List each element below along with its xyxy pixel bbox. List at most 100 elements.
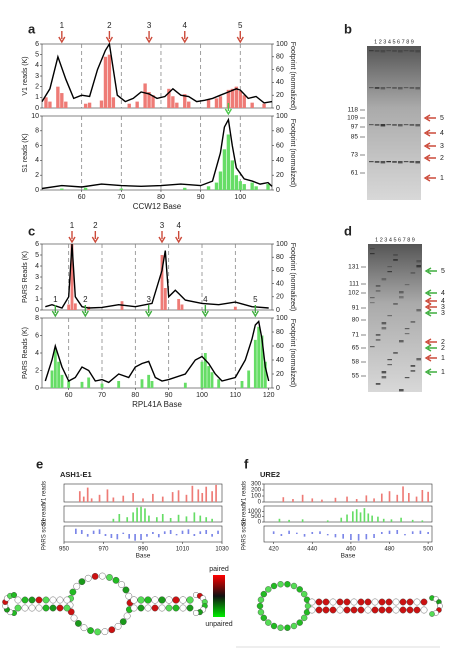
y2-tick-label: 0 xyxy=(276,105,280,112)
x-axis-label: Base xyxy=(341,553,356,560)
gel-band xyxy=(415,124,420,127)
gel-arrow-label: 3 xyxy=(441,304,445,311)
x-tick-label: 1030 xyxy=(215,547,229,553)
bar xyxy=(140,379,144,388)
nucleotide xyxy=(80,624,88,632)
panel-letter: e xyxy=(36,456,43,471)
size-marker: 55 xyxy=(352,373,360,380)
y-tick-label: 0 xyxy=(35,187,39,194)
nucleotide xyxy=(357,598,365,606)
bar xyxy=(73,303,77,310)
nucleotide xyxy=(336,606,344,614)
gel-band xyxy=(399,340,404,343)
arrow xyxy=(145,31,153,44)
nucleotide xyxy=(144,596,152,604)
nucleotide xyxy=(420,606,428,614)
bar xyxy=(119,188,123,190)
bar xyxy=(140,506,142,522)
x-axis-label: Base xyxy=(136,553,151,560)
plot-frame xyxy=(41,243,273,311)
bar xyxy=(380,493,383,502)
bar xyxy=(233,306,237,310)
y-tick-label: 2 xyxy=(35,84,39,91)
nucleotide xyxy=(112,576,120,584)
lane-numbers: 1 2 3 4 5 6 7 8 9 xyxy=(375,237,415,243)
bar xyxy=(177,514,180,522)
gel-band xyxy=(403,124,409,126)
bar xyxy=(112,518,115,522)
colorbar xyxy=(213,575,225,617)
bar xyxy=(103,56,108,108)
bar xyxy=(396,494,399,502)
bar xyxy=(355,509,358,522)
nucleotide xyxy=(304,602,312,610)
y2-tick-label: 0 xyxy=(276,307,280,314)
arrow-label: 3 xyxy=(147,21,152,30)
bar xyxy=(82,496,85,502)
arrow xyxy=(51,305,59,318)
footprint-line xyxy=(41,117,273,190)
x-axis-label: RPL41A Base xyxy=(132,400,182,409)
bar xyxy=(215,484,217,502)
bar xyxy=(388,530,391,534)
x-tick-label: 90 xyxy=(197,194,205,201)
bar xyxy=(167,88,171,108)
gel-band xyxy=(381,371,387,374)
bar xyxy=(346,514,348,522)
bar xyxy=(92,530,95,534)
bar xyxy=(56,86,60,108)
nucleotide xyxy=(420,598,428,606)
gel-band xyxy=(404,377,410,379)
bar xyxy=(218,96,223,108)
nucleotide xyxy=(67,608,75,616)
y-tick-label: 4 xyxy=(35,350,39,357)
bar xyxy=(132,493,134,502)
y2-tick-label: 80 xyxy=(276,128,284,135)
bar xyxy=(50,370,54,388)
y2-tick-label: 80 xyxy=(276,54,284,61)
gel-band xyxy=(374,50,380,52)
nucleotide xyxy=(172,596,180,604)
y-tick-label: 4 xyxy=(35,263,39,270)
arrow xyxy=(224,103,232,116)
bar xyxy=(226,89,231,108)
gel-band xyxy=(399,296,404,299)
y2-axis-label: Footprint (normalized) xyxy=(289,119,296,187)
nucleotide xyxy=(336,598,344,606)
gel-band xyxy=(398,124,403,127)
bar xyxy=(140,534,142,540)
bar xyxy=(78,491,81,502)
gel-band xyxy=(404,328,410,330)
bar xyxy=(177,490,180,502)
nucleotide xyxy=(364,606,372,614)
x-tick-label: 950 xyxy=(59,547,70,553)
arrow-label: 1 xyxy=(70,221,75,230)
nucleotide xyxy=(87,627,94,634)
nucleotide xyxy=(364,598,372,606)
bar xyxy=(147,92,151,108)
bar xyxy=(301,494,304,502)
nucleotide xyxy=(256,602,264,610)
bar xyxy=(177,299,181,310)
nucleotide xyxy=(119,618,127,626)
bar xyxy=(205,530,208,534)
y-tick-label: 5 xyxy=(35,52,39,59)
nucleotide xyxy=(123,612,131,620)
y-tick-label: 0 xyxy=(258,500,262,506)
bar xyxy=(117,381,121,388)
gel-arrow-label: 5 xyxy=(441,268,445,275)
bar xyxy=(135,101,139,108)
y2-tick-label: 40 xyxy=(276,79,284,86)
x-tick-label: 90 xyxy=(165,392,173,399)
y-tick-label: 2 xyxy=(35,172,39,179)
gel-arrow-label: 5 xyxy=(440,115,444,122)
bar xyxy=(90,498,93,502)
gel-band xyxy=(374,124,380,126)
bar xyxy=(136,507,138,522)
nucleotide xyxy=(14,604,22,612)
gel-arrow xyxy=(424,354,437,362)
nucleotide xyxy=(114,622,122,630)
gel-arrow-label: 3 xyxy=(440,143,444,150)
x-tick-label: 100 xyxy=(234,194,246,201)
